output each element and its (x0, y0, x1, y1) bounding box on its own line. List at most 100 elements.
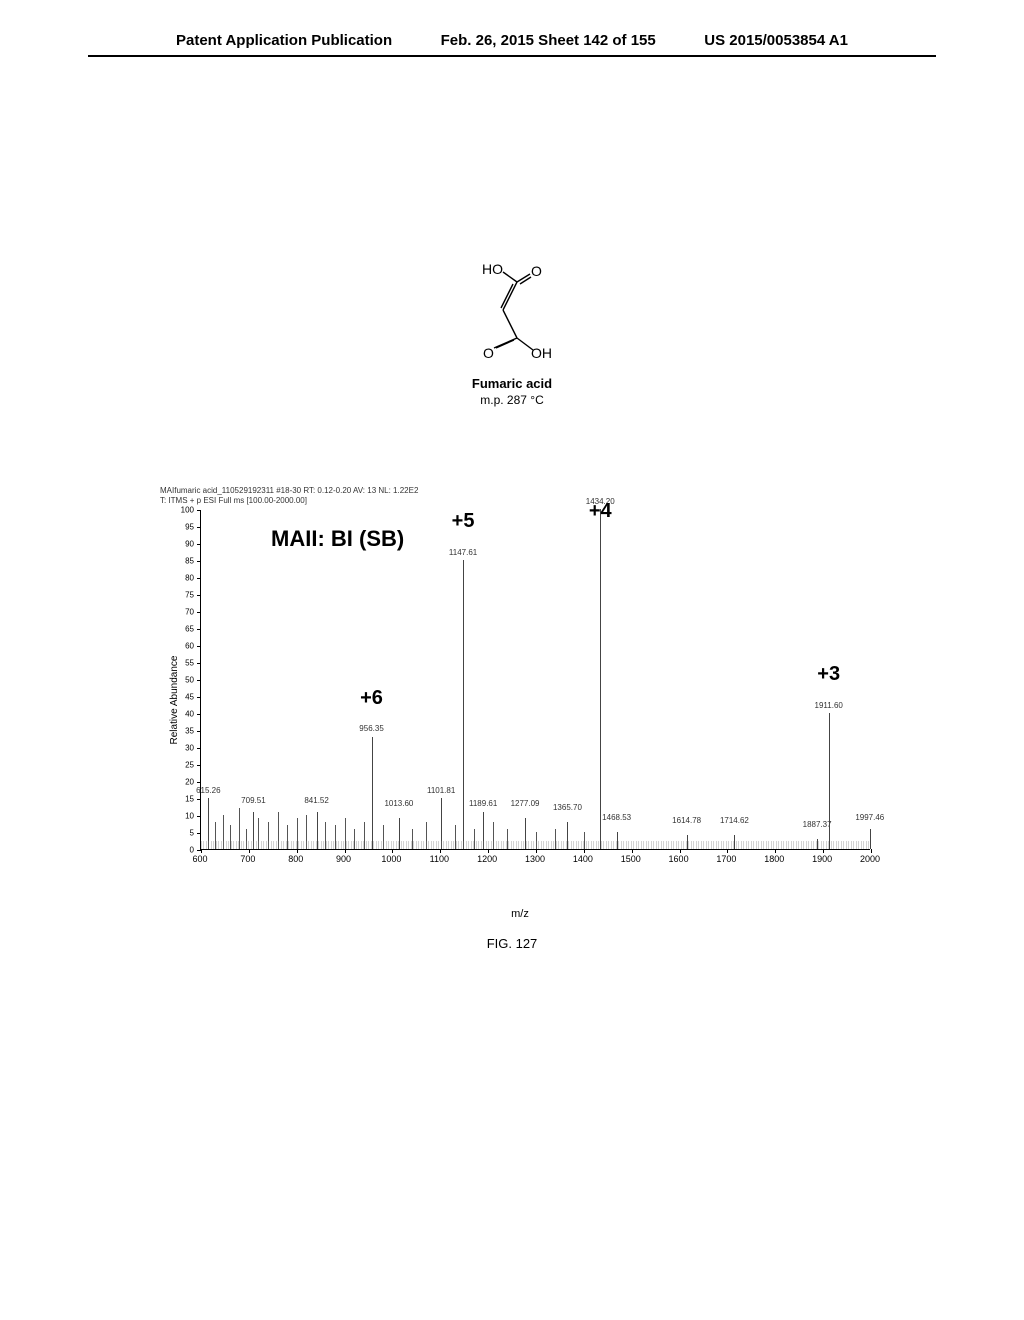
x-tick (392, 849, 393, 853)
charge-annotation: +6 (360, 687, 383, 710)
page-header: Patent Application Publication Feb. 26, … (88, 32, 936, 57)
figure-label: FIG. 127 (487, 936, 538, 951)
x-tick (775, 849, 776, 853)
charge-annotation: +4 (589, 500, 612, 523)
x-axis-label: m/z (511, 908, 529, 920)
y-tick-label: 20 (172, 778, 194, 787)
y-tick (197, 714, 201, 715)
y-tick-label: 90 (172, 540, 194, 549)
x-tick (584, 849, 585, 853)
x-tick-label: 1400 (573, 854, 593, 864)
y-tick (197, 527, 201, 528)
header-publication: Patent Application Publication (176, 32, 392, 49)
peak-label: 1887.37 (803, 820, 832, 829)
molecule-label-o-bottom: O (483, 345, 494, 361)
molecule-label-o-top: O (531, 263, 542, 279)
x-tick (680, 849, 681, 853)
x-tick (297, 849, 298, 853)
y-tick-label: 10 (172, 812, 194, 821)
y-tick-label: 70 (172, 608, 194, 617)
x-tick (536, 849, 537, 853)
y-tick-label: 35 (172, 727, 194, 736)
y-tick (197, 799, 201, 800)
y-tick-label: 25 (172, 761, 194, 770)
molecule-diagram: HO O O OH Fumaric acid m.p. 287 °C (447, 260, 577, 407)
y-tick (197, 748, 201, 749)
molecule-label-oh: OH (531, 345, 552, 361)
x-tick-label: 1800 (764, 854, 784, 864)
peak-label: 1277.09 (511, 799, 540, 808)
x-tick (488, 849, 489, 853)
spectrum-meta-line1: MAIfumaric acid_110529192311 #18-30 RT: … (160, 486, 418, 496)
x-tick (345, 849, 346, 853)
x-tick-label: 1600 (669, 854, 689, 864)
charge-annotation: +3 (817, 663, 840, 686)
peak-label: 1013.60 (384, 799, 413, 808)
spectrum-peak (600, 509, 601, 849)
charge-annotation: +5 (452, 510, 475, 533)
y-tick-label: 95 (172, 523, 194, 532)
y-tick-label: 75 (172, 591, 194, 600)
x-tick (727, 849, 728, 853)
peak-label: 1614.78 (672, 816, 701, 825)
x-tick-label: 1900 (812, 854, 832, 864)
x-tick-label: 1700 (716, 854, 736, 864)
x-tick-label: 1300 (525, 854, 545, 864)
y-tick (197, 697, 201, 698)
y-tick (197, 578, 201, 579)
molecule-label-ho: HO (482, 261, 503, 277)
x-tick-label: 900 (336, 854, 351, 864)
x-tick (632, 849, 633, 853)
peak-label: 1101.81 (427, 786, 455, 795)
x-tick-label: 2000 (860, 854, 880, 864)
molecule-melting-point: m.p. 287 °C (447, 393, 577, 407)
y-tick (197, 595, 201, 596)
spectrum-peak (463, 560, 464, 849)
spectrum-metadata: MAIfumaric acid_110529192311 #18-30 RT: … (160, 486, 418, 505)
molecule-name: Fumaric acid (447, 376, 577, 391)
peak-label: 956.35 (359, 724, 383, 733)
y-tick-label: 0 (172, 846, 194, 855)
y-tick-label: 40 (172, 710, 194, 719)
x-tick-label: 700 (240, 854, 255, 864)
y-tick (197, 629, 201, 630)
x-tick-label: 1100 (430, 854, 449, 864)
peak-label: 1997.46 (855, 813, 884, 822)
x-tick (823, 849, 824, 853)
plot-area: MAII: BI (SB) 05101520253035404550556065… (200, 510, 870, 850)
y-tick-label: 100 (172, 506, 194, 515)
y-tick (197, 731, 201, 732)
y-tick-label: 65 (172, 625, 194, 634)
y-tick (197, 646, 201, 647)
y-tick-label: 80 (172, 574, 194, 583)
y-tick (197, 765, 201, 766)
y-tick-label: 60 (172, 642, 194, 651)
y-tick (197, 510, 201, 511)
x-tick-label: 1000 (381, 854, 401, 864)
baseline-noise (201, 841, 870, 849)
y-tick-label: 5 (172, 829, 194, 838)
peak-label: 1468.53 (602, 813, 631, 822)
x-tick-label: 1500 (621, 854, 641, 864)
x-tick (871, 849, 872, 853)
spectrum-meta-line2: T: ITMS + p ESI Full ms [100.00-2000.00] (160, 496, 418, 506)
y-tick (197, 612, 201, 613)
spectrum-peak (829, 713, 830, 849)
y-tick-label: 45 (172, 693, 194, 702)
x-tick-label: 1200 (477, 854, 497, 864)
x-tick (201, 849, 202, 853)
peak-label: 1365.70 (553, 803, 582, 812)
x-tick (440, 849, 441, 853)
y-tick (197, 816, 201, 817)
peak-label: 615.26 (196, 786, 220, 795)
y-tick (197, 680, 201, 681)
molecule-structure: HO O O OH (447, 260, 577, 370)
y-tick-label: 50 (172, 676, 194, 685)
peak-label: 1714.62 (720, 816, 749, 825)
chart-title: MAII: BI (SB) (271, 526, 404, 552)
x-tick (249, 849, 250, 853)
y-tick (197, 544, 201, 545)
header-patent-number: US 2015/0053854 A1 (704, 32, 848, 49)
x-tick-label: 600 (192, 854, 207, 864)
y-tick (197, 782, 201, 783)
